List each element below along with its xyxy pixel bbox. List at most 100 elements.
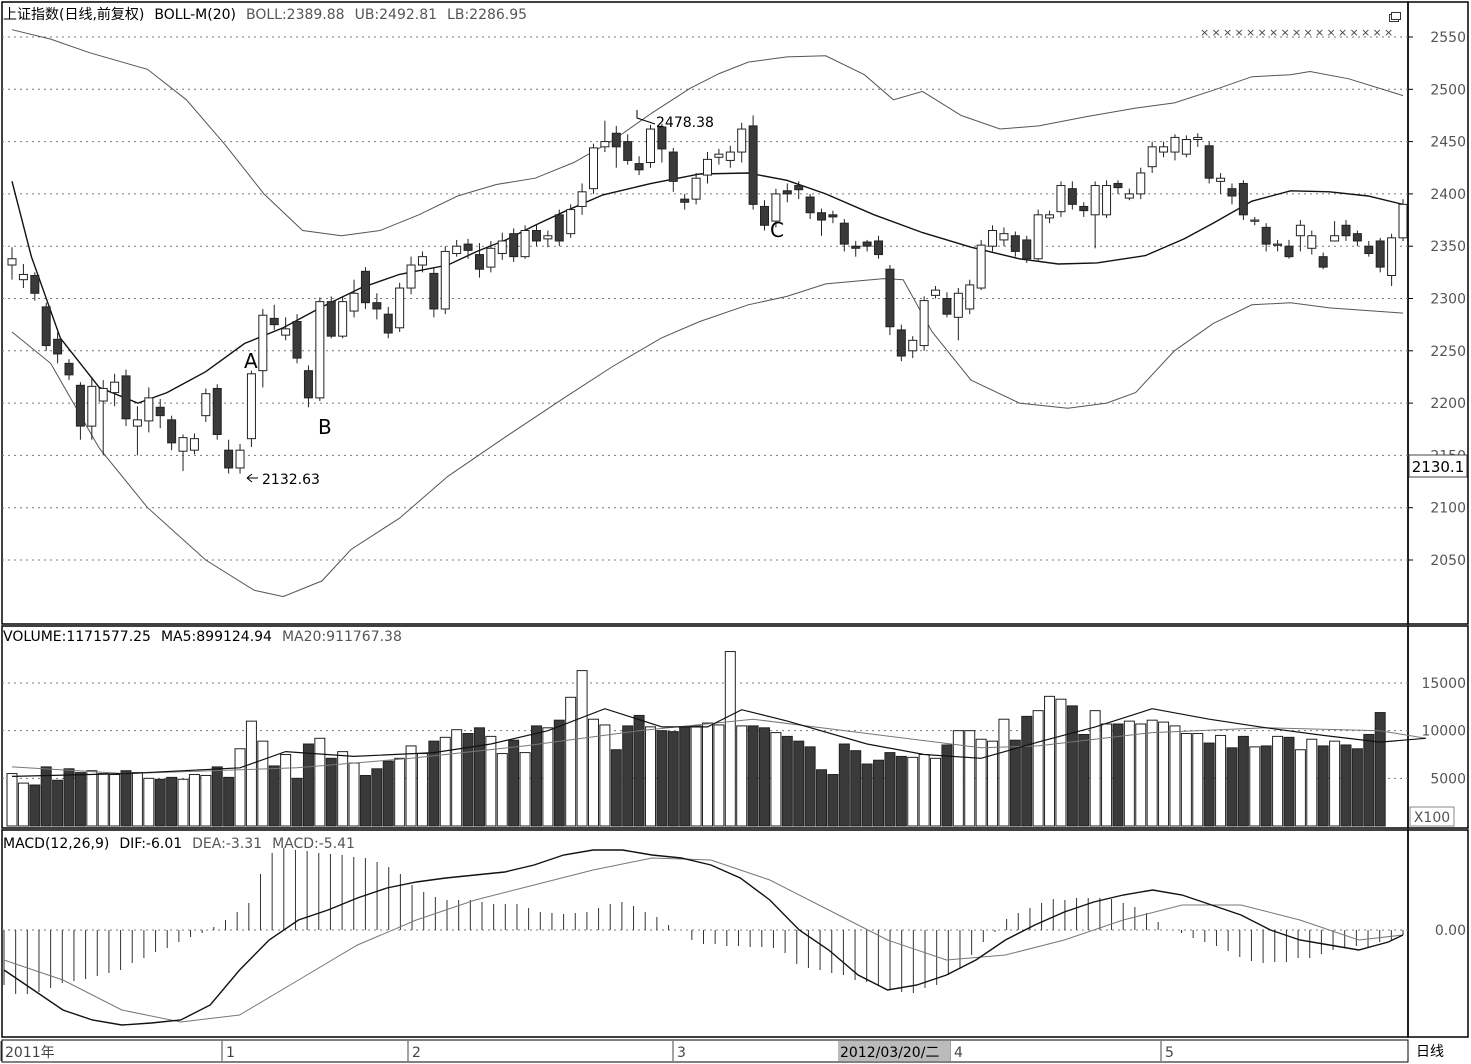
- candle-body: [53, 338, 63, 355]
- candle-body: [1181, 139, 1191, 155]
- volume-ma5-line: [11, 708, 1426, 777]
- candle-body: [64, 362, 74, 376]
- boll-value: BOLL:2389.88: [245, 7, 345, 23]
- volume-bar: [17, 782, 29, 827]
- volume-bar: [1123, 720, 1135, 827]
- candle-body: [452, 245, 462, 255]
- candle-body: [885, 268, 895, 328]
- candle-body: [440, 250, 450, 310]
- volume-bar: [1169, 725, 1181, 827]
- macd-header: MACD(12,26,9) DIF:-6.01 DEA:-3.31 MACD:-5.4…: [3, 835, 365, 853]
- volume-bar: [1044, 695, 1056, 827]
- marker-b: B: [318, 415, 332, 439]
- volume-bar: [793, 740, 805, 827]
- volume-bar: [245, 720, 257, 827]
- volume-bar: [519, 752, 531, 827]
- x-mark: ×: [1373, 26, 1382, 39]
- x-mark: ×: [1281, 26, 1290, 39]
- volume-bar: [1112, 723, 1124, 827]
- volume-bar: [416, 753, 428, 827]
- candle-body: [474, 254, 484, 270]
- volume-bar: [724, 651, 736, 827]
- x-mark: ×: [1258, 26, 1267, 39]
- candle-body: [657, 126, 667, 150]
- volume-bar: [1226, 747, 1238, 827]
- volume-tick-label: 15000: [1421, 676, 1466, 692]
- candle-body: [566, 209, 576, 235]
- volume-bar: [576, 670, 588, 827]
- macd-tick-label: 0.00: [1435, 923, 1466, 939]
- volume-tick-label: 5000: [1430, 771, 1466, 787]
- volume-bar: [257, 740, 269, 827]
- x-mark: ×: [1246, 26, 1255, 39]
- period-button[interactable]: 日线: [1416, 1044, 1444, 1060]
- candle-body: [1284, 245, 1294, 258]
- candle-body: [1010, 235, 1020, 252]
- volume-bar: [451, 729, 463, 827]
- ma5-value: MA5:899124.94: [160, 629, 272, 645]
- volume-bar: [702, 722, 713, 827]
- candle-body: [1159, 146, 1169, 153]
- boll-lower-line: [11, 278, 1404, 598]
- volume-bar: [63, 768, 75, 827]
- volume-bar: [223, 776, 235, 827]
- candle-body: [543, 235, 553, 240]
- volume-bar: [1032, 710, 1044, 827]
- candle-body: [1022, 239, 1032, 260]
- candle-body: [851, 245, 861, 249]
- volume-bar: [1158, 721, 1170, 827]
- ma20-value: MA20:911767.38: [281, 629, 402, 645]
- candle-body: [817, 212, 827, 221]
- price-tick-label: 2350: [1430, 239, 1466, 255]
- candle-body: [611, 132, 621, 148]
- date-axis-border: [1, 1039, 1409, 1063]
- candle-body: [668, 151, 678, 182]
- volume-bar: [622, 725, 634, 827]
- x-mark: ×: [1292, 26, 1301, 39]
- volume-bar: [508, 739, 520, 827]
- candle-body: [1238, 182, 1248, 216]
- volume-bar: [1260, 745, 1272, 827]
- volume-bar: [188, 774, 200, 827]
- volume-bar: [40, 766, 52, 827]
- candle-body: [782, 190, 792, 195]
- volume-bar: [97, 773, 109, 827]
- candle-body: [383, 313, 393, 334]
- volume-bar: [930, 757, 942, 827]
- high-arrow: [636, 110, 656, 125]
- price-tick-label: 2100: [1430, 501, 1466, 517]
- volume-bar: [382, 760, 394, 827]
- candle-body: [577, 191, 587, 207]
- low-price-label: 2132.63: [262, 472, 320, 488]
- candle-body: [1318, 256, 1328, 268]
- candle-body: [931, 289, 941, 296]
- candle-body: [360, 270, 370, 304]
- candle-body: [486, 247, 496, 268]
- candle-body: [1250, 219, 1260, 222]
- x-mark: ×: [1384, 26, 1393, 39]
- volume-bar: [280, 754, 292, 827]
- candle-body: [417, 256, 427, 266]
- candle-body: [1364, 245, 1374, 255]
- volume-bar: [952, 730, 964, 827]
- x-mark: ×: [1235, 26, 1244, 39]
- volume-bar: [610, 749, 622, 827]
- candle-body: [292, 321, 302, 359]
- volume-unit-label: X100: [1414, 810, 1450, 826]
- volume-bar: [1294, 749, 1306, 827]
- candle-body: [554, 214, 564, 242]
- volume-bar: [462, 733, 474, 827]
- volume-bar: [1021, 715, 1033, 827]
- volume-bar: [86, 770, 98, 827]
- candle-body: [805, 196, 815, 214]
- volume-bar: [1351, 748, 1363, 827]
- candle-body: [680, 198, 690, 203]
- volume-bar: [587, 718, 599, 827]
- volume-bar: [496, 753, 508, 827]
- restore-window-icon[interactable]: [1389, 7, 1401, 22]
- candle-body: [531, 230, 541, 242]
- volume-bar: [177, 778, 189, 827]
- volume-bar: [348, 762, 360, 827]
- volume-bar: [291, 777, 303, 827]
